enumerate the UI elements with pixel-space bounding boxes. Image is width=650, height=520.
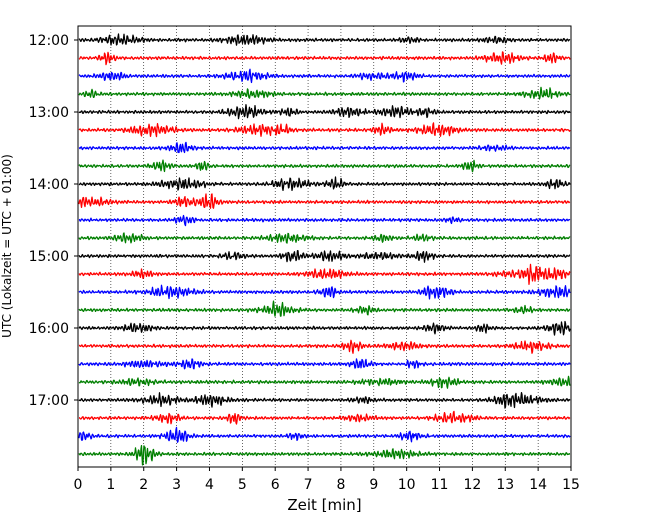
seismogram-trace bbox=[78, 284, 571, 300]
seismogram-trace bbox=[78, 104, 571, 120]
x-tick-label: 7 bbox=[304, 477, 313, 493]
y-tick-label: 17:00 bbox=[29, 393, 69, 409]
seismogram-trace bbox=[78, 410, 571, 425]
seismogram-trace bbox=[78, 86, 571, 100]
seismogram-trace bbox=[78, 193, 571, 209]
y-tick-label: 13:00 bbox=[29, 105, 69, 121]
y-tick-label: 15:00 bbox=[29, 249, 69, 265]
seismogram-trace bbox=[78, 300, 571, 317]
seismogram-trace bbox=[78, 141, 571, 154]
y-tick-label: 16:00 bbox=[29, 321, 69, 337]
y-axis: 12:00 13:00 14:00 15:00 16:00 17:00 bbox=[29, 33, 78, 409]
x-tick-label: 2 bbox=[139, 477, 148, 493]
x-tick-label: 8 bbox=[336, 477, 345, 493]
seismogram-trace bbox=[78, 159, 571, 173]
seismogram-trace bbox=[78, 358, 571, 370]
seismogram-trace bbox=[78, 176, 571, 192]
x-tick-label: 1 bbox=[106, 477, 115, 493]
seismogram-trace bbox=[78, 33, 571, 46]
x-tick-label: 9 bbox=[369, 477, 378, 493]
x-tick-label: 13 bbox=[496, 477, 514, 493]
y-tick-label: 14:00 bbox=[29, 177, 69, 193]
x-tick-label: 15 bbox=[562, 477, 580, 493]
x-tick-label: 12 bbox=[463, 477, 481, 493]
seismogram-trace bbox=[78, 122, 571, 138]
seismogram-trace bbox=[78, 444, 571, 466]
seismogram-trace bbox=[78, 214, 571, 227]
x-tick-label: 0 bbox=[74, 477, 83, 493]
seismogram-trace bbox=[78, 249, 571, 263]
traces-layer bbox=[78, 33, 571, 466]
seismogram-trace bbox=[78, 426, 571, 443]
x-tick-label: 6 bbox=[271, 477, 280, 493]
x-tick-label: 3 bbox=[172, 477, 181, 493]
y-tick-label: 12:00 bbox=[29, 33, 69, 49]
seismogram-trace bbox=[78, 51, 571, 66]
seismogram-trace bbox=[78, 391, 571, 409]
seismogram-trace bbox=[78, 68, 571, 84]
seismogram-trace bbox=[78, 263, 571, 285]
seismogram-trace bbox=[78, 232, 571, 244]
plot-frame bbox=[77, 25, 572, 468]
seismogram-trace bbox=[78, 339, 571, 354]
x-tick-label: 5 bbox=[238, 477, 247, 493]
seismogram-trace bbox=[78, 320, 571, 336]
x-tick-label: 4 bbox=[205, 477, 214, 493]
y-axis-label: UTC (Lokalzeit = UTC + 01:00) bbox=[0, 154, 14, 338]
x-tick-label: 14 bbox=[529, 477, 547, 493]
x-axis: 0 1 2 3 4 5 6 7 8 9 10 11 12 13 14 15 bbox=[74, 467, 580, 493]
x-tick-label: 11 bbox=[431, 477, 449, 493]
seismogram-trace bbox=[78, 375, 571, 389]
x-axis-label: Zeit [min] bbox=[287, 496, 361, 514]
x-tick-label: 10 bbox=[398, 477, 416, 493]
